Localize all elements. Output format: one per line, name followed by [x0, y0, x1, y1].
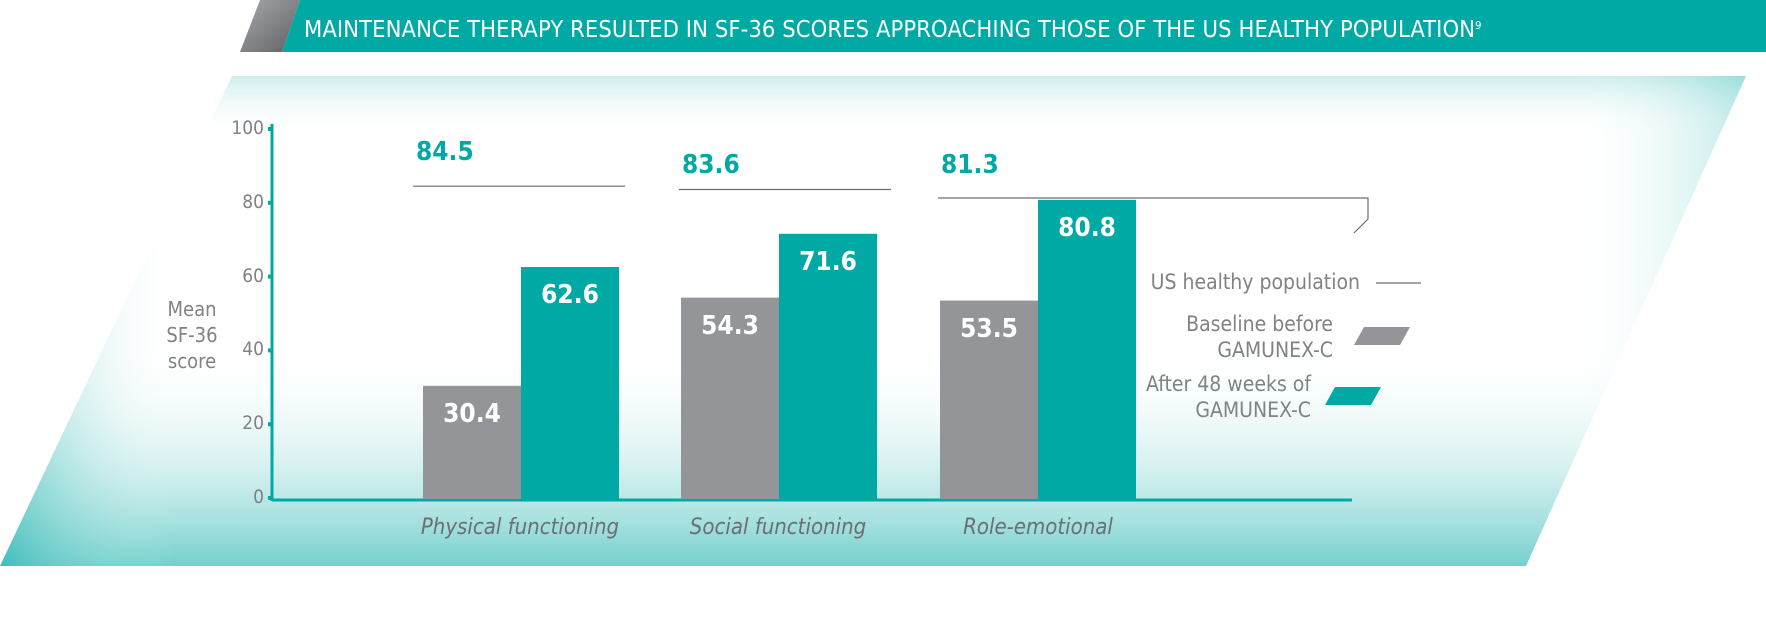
header-tab-shape	[240, 0, 300, 52]
bar-value-label: 80.8	[1058, 212, 1116, 243]
y-tick-label: 0	[253, 486, 264, 508]
legend-label-reference: US healthy population	[1150, 270, 1360, 294]
header-banner-shape	[282, 0, 1766, 52]
legend-label-line: After 48 weeks of	[1146, 372, 1311, 396]
header-footnote: 9	[1475, 19, 1482, 32]
header-title: MAINTENANCE THERAPY RESULTED IN SF-36 SC…	[304, 12, 1482, 46]
reference-value-label: 81.3	[941, 150, 999, 180]
bar-week48	[521, 267, 619, 499]
bar-value-label: 54.3	[701, 310, 759, 341]
bar-value-label: 30.4	[443, 398, 501, 429]
reference-value-label: 83.6	[682, 149, 740, 180]
legend-swatch-series	[1354, 327, 1410, 345]
y-tick-label: 20	[242, 412, 264, 435]
reference-value-label: 84.5	[416, 137, 474, 168]
y-tick-label: 40	[242, 338, 264, 361]
y-tick-label: 80	[242, 190, 264, 213]
bar-baseline	[423, 385, 521, 499]
y-axis-label-line-1: Mean	[167, 297, 217, 321]
bar-week48	[1038, 199, 1136, 499]
y-axis-label-line-2: SF-36	[166, 323, 218, 347]
bar-value-label: 53.5	[960, 313, 1018, 344]
legend-label-series: After 48 weeks of GAMUNEX-C	[1071, 371, 1311, 423]
y-tick-label: 60	[242, 264, 264, 287]
category-label: Social functioning	[689, 515, 867, 540]
category-label: Physical functioning	[420, 515, 620, 540]
legend-label-series: Baseline before GAMUNEX-C	[1093, 311, 1333, 363]
bar-baseline	[940, 300, 1038, 499]
legend-label-line: Baseline before	[1186, 312, 1333, 336]
bar-value-label: 71.6	[799, 246, 857, 277]
legend-label-line: GAMUNEX-C	[1217, 338, 1333, 362]
bar-value-label: 62.6	[541, 280, 599, 310]
bar-baseline	[681, 297, 779, 499]
y-tick-label: 100	[231, 117, 264, 139]
bar-week48	[779, 233, 877, 499]
y-axis-label: Mean SF-36 score	[150, 296, 234, 374]
reference-connector-line	[1353, 197, 1369, 234]
legend-label-line: GAMUNEX-C	[1195, 398, 1311, 422]
y-axis-label-line-3: score	[167, 349, 217, 373]
legend-swatch-series	[1325, 387, 1381, 405]
header-title-text: MAINTENANCE THERAPY RESULTED IN SF-36 SC…	[304, 15, 1476, 43]
category-label: Role-emotional	[963, 515, 1113, 540]
